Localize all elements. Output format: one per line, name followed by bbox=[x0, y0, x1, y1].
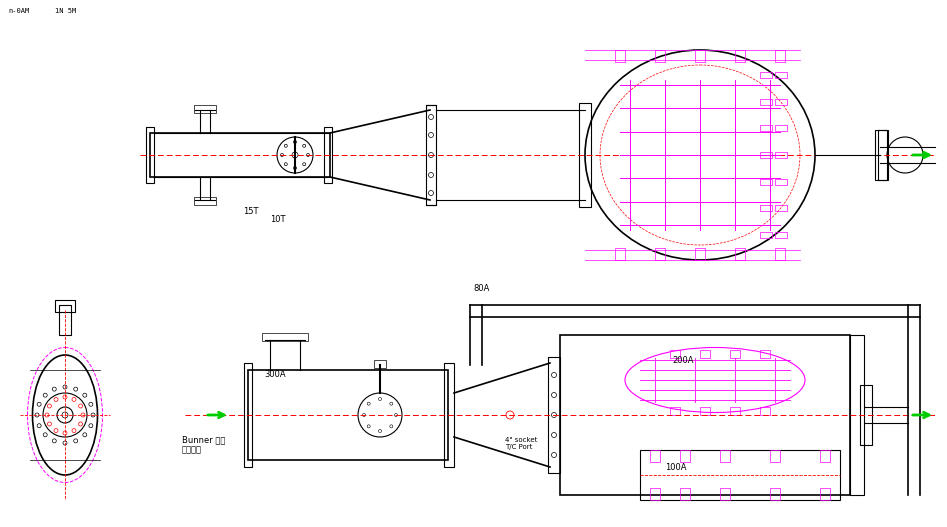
Bar bbox=[700, 350, 710, 358]
Text: 200A: 200A bbox=[672, 356, 693, 365]
Bar bbox=[194, 105, 216, 113]
Bar bbox=[655, 248, 665, 260]
Bar bbox=[700, 407, 710, 415]
Text: 10T: 10T bbox=[270, 215, 285, 224]
Text: 1N 5M: 1N 5M bbox=[55, 8, 77, 14]
Bar bbox=[579, 103, 591, 207]
Bar bbox=[720, 488, 730, 500]
Bar bbox=[735, 50, 745, 62]
Bar bbox=[670, 350, 680, 358]
Bar bbox=[730, 350, 740, 358]
Bar bbox=[324, 127, 332, 183]
Bar bbox=[150, 133, 330, 177]
Bar bbox=[444, 363, 454, 467]
Bar bbox=[760, 350, 770, 358]
Bar bbox=[650, 450, 660, 462]
Bar bbox=[775, 179, 787, 184]
Text: Bunner 화실
토치입구: Bunner 화실 토치입구 bbox=[182, 435, 225, 454]
Bar bbox=[760, 125, 772, 131]
Bar bbox=[655, 50, 665, 62]
Bar bbox=[426, 105, 436, 205]
Bar bbox=[695, 50, 705, 62]
Text: 4" socket
T/C Port: 4" socket T/C Port bbox=[505, 437, 537, 450]
Bar bbox=[760, 407, 770, 415]
Bar bbox=[615, 50, 625, 62]
Bar bbox=[760, 99, 772, 105]
Bar bbox=[760, 179, 772, 184]
Ellipse shape bbox=[585, 50, 815, 260]
Bar bbox=[860, 385, 872, 445]
Text: 300A: 300A bbox=[264, 370, 286, 379]
Bar bbox=[615, 248, 625, 260]
Bar bbox=[640, 450, 840, 500]
Bar bbox=[760, 206, 772, 211]
Bar bbox=[55, 300, 75, 312]
Text: 80A: 80A bbox=[473, 284, 490, 293]
Ellipse shape bbox=[32, 355, 98, 475]
Bar bbox=[820, 450, 830, 462]
Text: 100A: 100A bbox=[665, 463, 687, 472]
Bar bbox=[548, 357, 560, 473]
Bar bbox=[680, 450, 690, 462]
Bar bbox=[680, 488, 690, 500]
Bar bbox=[820, 488, 830, 500]
Bar bbox=[248, 370, 448, 460]
Bar bbox=[560, 335, 850, 495]
Bar bbox=[194, 197, 216, 205]
Bar bbox=[720, 450, 730, 462]
Bar bbox=[850, 335, 864, 495]
Bar bbox=[670, 407, 680, 415]
Bar bbox=[59, 305, 71, 335]
Bar bbox=[650, 488, 660, 500]
Bar bbox=[146, 127, 154, 183]
Bar bbox=[760, 232, 772, 238]
Bar bbox=[775, 72, 787, 78]
Bar bbox=[695, 248, 705, 260]
Bar bbox=[730, 407, 740, 415]
Bar bbox=[878, 130, 888, 180]
Bar bbox=[775, 125, 787, 131]
Bar bbox=[775, 206, 787, 211]
Bar bbox=[374, 360, 386, 368]
Text: n-0AM: n-0AM bbox=[8, 8, 29, 14]
Bar bbox=[775, 99, 787, 105]
Bar bbox=[770, 450, 780, 462]
Bar bbox=[775, 50, 785, 62]
Bar bbox=[775, 232, 787, 238]
Bar bbox=[875, 130, 887, 180]
Text: 15T: 15T bbox=[243, 207, 259, 216]
Bar bbox=[770, 488, 780, 500]
Bar bbox=[775, 248, 785, 260]
Bar bbox=[775, 152, 787, 158]
Bar bbox=[760, 152, 772, 158]
Bar bbox=[244, 363, 252, 467]
Bar bbox=[735, 248, 745, 260]
Bar bbox=[262, 333, 308, 341]
Bar bbox=[760, 72, 772, 78]
